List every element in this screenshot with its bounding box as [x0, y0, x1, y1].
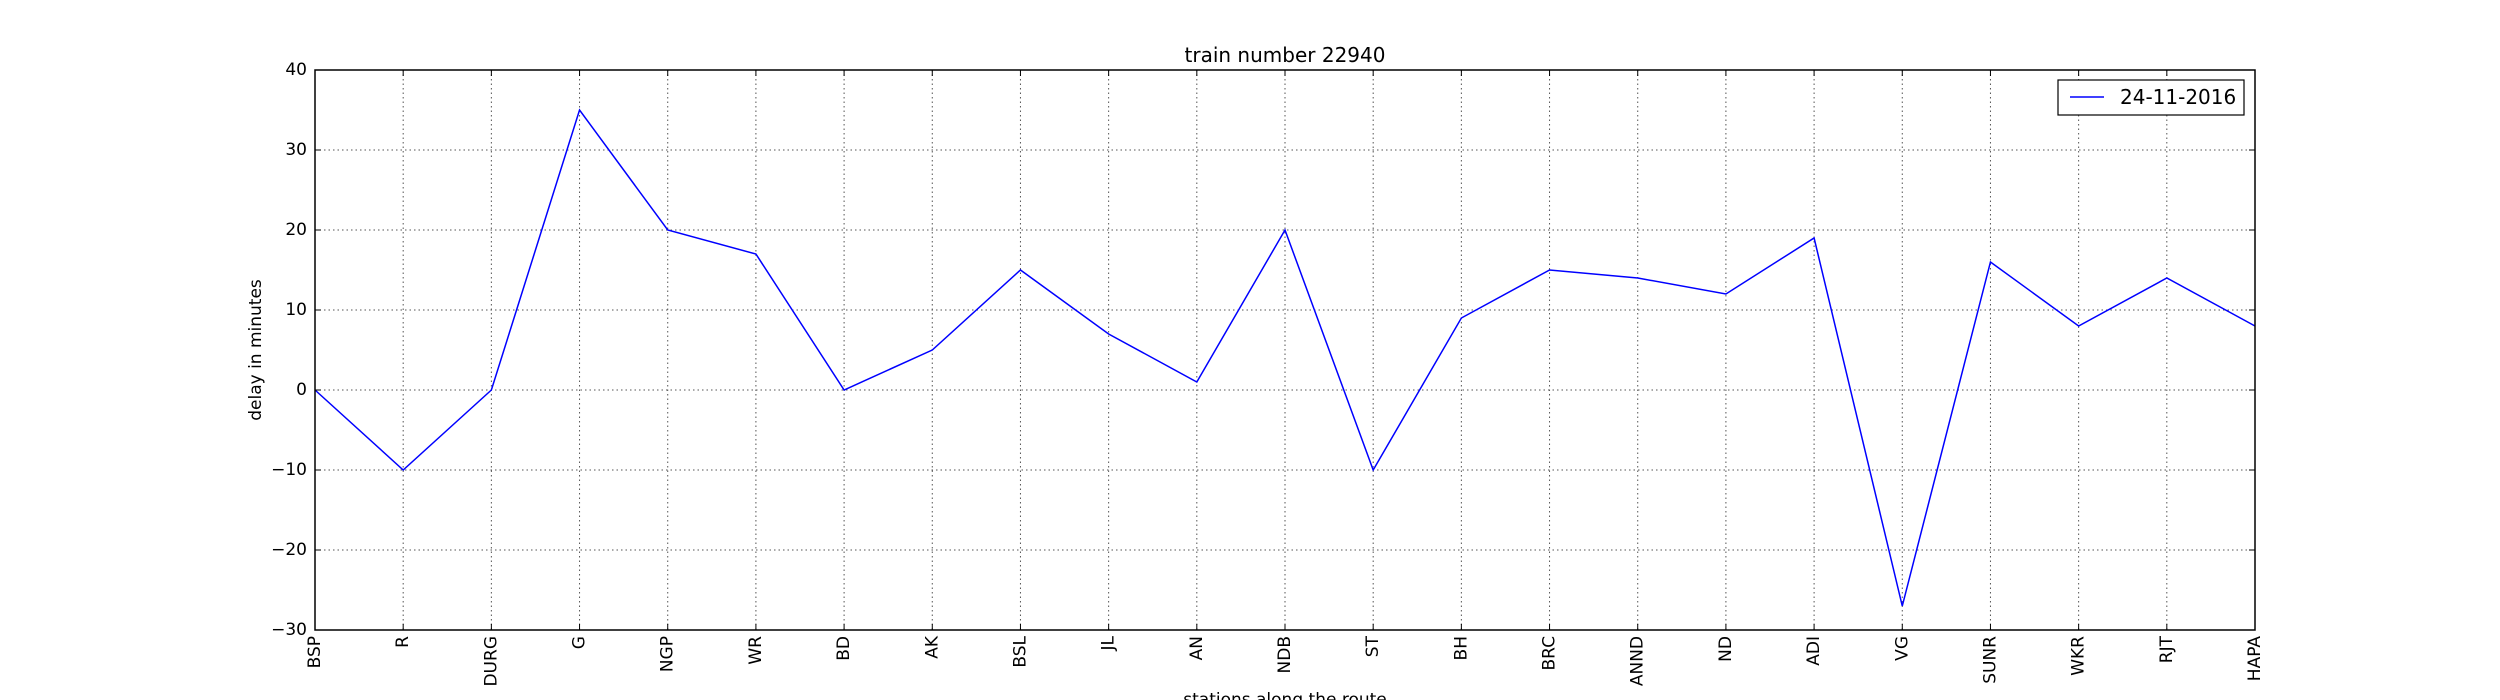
x-tick-label: JL — [1099, 635, 1119, 651]
y-tick-label: 30 — [285, 140, 307, 160]
x-tick-label: NGP — [658, 636, 678, 672]
y-axis-title: delay in minutes — [246, 279, 266, 421]
x-tick-label: WR — [746, 636, 766, 665]
y-tick-label: 20 — [285, 220, 307, 240]
axis-ticks — [314, 69, 2256, 631]
y-tick-label: −10 — [271, 460, 307, 480]
x-tick-label: AN — [1187, 636, 1207, 660]
x-axis-title: stations along the route — [1183, 690, 1387, 700]
x-tick-label: ADI — [1804, 636, 1824, 666]
legend-label: 24-11-2016 — [2120, 85, 2236, 109]
x-tick-label: HAPA — [2245, 636, 2265, 682]
x-tick-label: BSP — [305, 636, 325, 668]
y-tick-labels: −30 −20 −10 0 10 20 30 40 — [271, 60, 307, 640]
chart-title: train number 22940 — [1185, 43, 1386, 67]
x-tick-label: BD — [834, 636, 854, 661]
x-tick-label: ST — [1363, 635, 1383, 657]
y-tick-label: −20 — [271, 540, 307, 560]
x-tick-label: BSL — [1010, 635, 1030, 667]
x-tick-label: SUNR — [1980, 636, 2000, 684]
x-tick-label: NDB — [1275, 636, 1295, 673]
x-tick-label: VG — [1892, 636, 1912, 661]
x-tick-label: DURG — [481, 636, 501, 687]
x-tick-label: ANND — [1628, 636, 1648, 686]
x-tick-label: WKR — [2069, 636, 2089, 676]
y-tick-label: 10 — [285, 300, 307, 320]
x-tick-label: BH — [1451, 636, 1471, 660]
x-tick-label: R — [393, 636, 413, 648]
x-tick-label: RJT — [2157, 635, 2177, 663]
x-tick-label: ND — [1716, 636, 1736, 662]
y-tick-label: 0 — [296, 380, 307, 400]
x-tick-labels: BSP R DURG G NGP WR BD AK BSL JL AN NDB ST BH BRC ANND N… — [305, 635, 2265, 686]
x-tick-label: G — [570, 636, 590, 649]
y-tick-label: 40 — [285, 60, 307, 80]
legend: 24-11-2016 — [2057, 79, 2245, 116]
y-tick-label: −30 — [271, 620, 307, 640]
x-tick-label: BRC — [1540, 636, 1560, 671]
x-tick-label: AK — [922, 635, 942, 659]
